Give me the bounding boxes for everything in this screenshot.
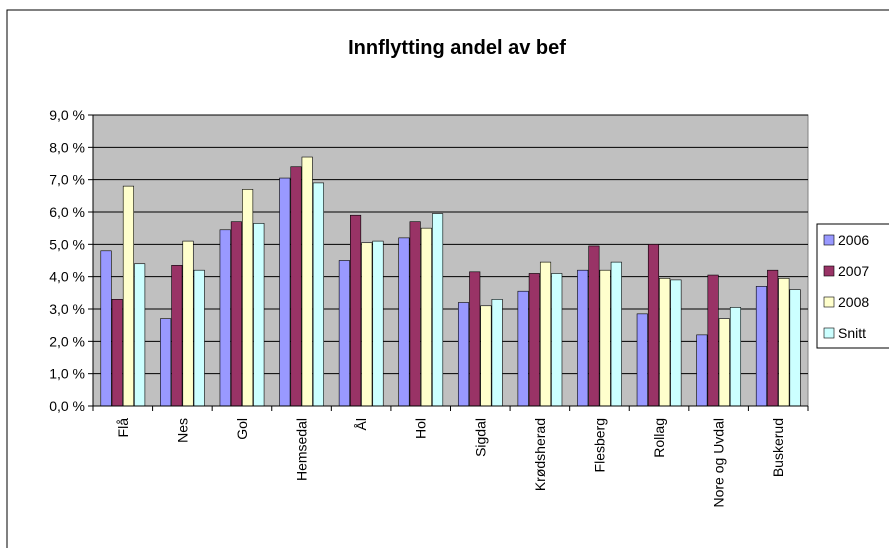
bar (160, 318, 172, 407)
bar (171, 265, 183, 407)
y-tick-label: 6,0 % (49, 204, 85, 220)
legend-label: 2008 (838, 294, 869, 310)
bar (577, 269, 589, 407)
bar (312, 182, 324, 407)
y-tick-label: 3,0 % (49, 301, 85, 317)
bar (122, 185, 134, 407)
bar (588, 245, 600, 407)
x-tick-label: Flå (115, 418, 131, 438)
y-tick-label: 9,0 % (49, 107, 85, 123)
bar (539, 261, 552, 407)
bar (338, 260, 350, 407)
bar (457, 302, 470, 407)
bar (718, 318, 730, 407)
y-tick-label: 1,0 % (49, 366, 85, 382)
legend-label: 2007 (838, 263, 869, 279)
legend-swatch (823, 327, 835, 339)
y-tick-label: 2,0 % (49, 333, 85, 349)
bar (469, 271, 481, 407)
legend-label: Snitt (838, 325, 866, 341)
bar (253, 223, 265, 407)
plot-area (92, 114, 809, 407)
bar (528, 273, 540, 407)
x-tick-label: Flesberg (591, 418, 607, 472)
x-tick-label: Hemsedal (294, 418, 310, 481)
y-tick-label: 5,0 % (49, 236, 85, 252)
bar (480, 305, 492, 407)
x-tick-label: Nore og Uvdal (711, 418, 727, 508)
bar (517, 290, 529, 407)
bar (659, 277, 671, 407)
legend-swatch (823, 296, 835, 308)
bar (193, 269, 205, 407)
bar (279, 177, 291, 407)
bar (789, 289, 801, 407)
x-tick-label: Buskerud (770, 418, 786, 477)
x-tick-label: Gol (234, 418, 250, 440)
bar (432, 213, 444, 407)
bar (372, 240, 384, 407)
bar (301, 156, 313, 407)
x-tick-label: Hol (413, 418, 429, 439)
bar (647, 244, 660, 407)
bar (242, 189, 254, 407)
bar (778, 277, 790, 407)
bar (409, 221, 421, 407)
bar (610, 261, 622, 407)
bar (182, 240, 194, 407)
bar (767, 269, 779, 407)
x-tick-label: Krødsherad (532, 418, 548, 491)
bar (599, 269, 611, 407)
y-tick-label: 4,0 % (49, 269, 85, 285)
bar (350, 214, 362, 407)
bar (219, 229, 231, 407)
bar (290, 166, 302, 407)
bar (491, 298, 503, 407)
x-tick-label: Nes (174, 418, 190, 443)
bar (230, 221, 242, 407)
bar (755, 286, 768, 407)
y-tick-label: 8,0 % (49, 139, 85, 155)
bar (134, 263, 146, 407)
chart-title: Innflytting andel av bef (348, 37, 566, 59)
bar (111, 298, 123, 407)
bar (707, 274, 719, 407)
x-tick-label: Rollag (651, 418, 667, 458)
legend-swatch (823, 265, 835, 277)
bar (420, 227, 432, 407)
bar (729, 307, 742, 407)
bar (361, 242, 373, 407)
legend-label: 2006 (838, 232, 869, 248)
bar (100, 250, 112, 407)
y-tick-label: 7,0 % (49, 172, 85, 188)
bar (670, 279, 682, 407)
x-tick-label: Sigdal (472, 418, 488, 457)
bar (636, 313, 648, 407)
bar (551, 273, 563, 407)
legend-swatch (823, 234, 835, 246)
bar (398, 237, 410, 407)
bar (696, 334, 708, 407)
x-tick-label: Ål (353, 418, 369, 430)
y-tick-label: 0,0 % (49, 398, 85, 414)
